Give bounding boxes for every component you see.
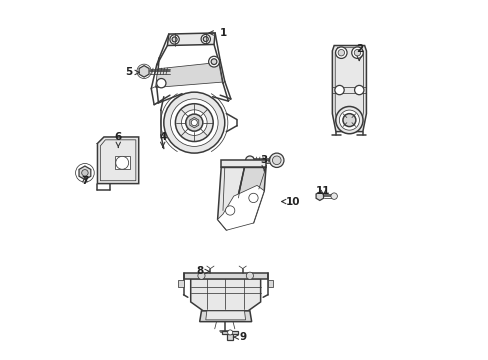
Polygon shape [227,334,233,340]
Polygon shape [189,117,199,128]
Polygon shape [237,167,265,223]
Polygon shape [115,156,129,169]
Text: 5: 5 [125,67,139,77]
Circle shape [246,272,253,279]
Circle shape [353,49,360,56]
Polygon shape [155,62,222,87]
Circle shape [272,156,281,165]
Polygon shape [217,185,264,230]
Circle shape [181,110,207,135]
Circle shape [76,163,94,182]
Text: 6: 6 [114,132,122,148]
Circle shape [81,170,88,176]
Polygon shape [97,137,139,184]
Circle shape [248,193,258,203]
Circle shape [342,114,355,127]
Polygon shape [205,311,245,320]
Circle shape [156,78,165,88]
Circle shape [351,47,363,58]
Polygon shape [315,192,323,201]
Circle shape [116,156,128,169]
Polygon shape [199,311,251,321]
Circle shape [354,85,363,95]
Polygon shape [332,45,366,132]
Text: 11: 11 [316,186,330,197]
Text: 1: 1 [208,28,226,38]
Polygon shape [178,280,183,287]
Text: 3: 3 [260,155,267,171]
Circle shape [334,85,344,95]
Circle shape [245,156,254,165]
Circle shape [175,104,213,141]
Circle shape [198,272,204,279]
Polygon shape [217,167,244,230]
Text: 9: 9 [233,332,246,342]
Polygon shape [222,330,238,334]
Text: 7: 7 [81,176,88,186]
Text: 4: 4 [159,132,166,148]
Circle shape [185,114,203,131]
Text: 2: 2 [355,44,362,60]
Circle shape [335,107,362,134]
Circle shape [169,35,179,44]
Circle shape [339,110,359,130]
Polygon shape [190,279,260,311]
Polygon shape [79,166,91,180]
Circle shape [335,47,346,58]
Circle shape [172,37,177,42]
Polygon shape [167,33,215,45]
Circle shape [337,49,344,56]
Circle shape [211,59,217,64]
Circle shape [330,193,337,199]
Circle shape [203,37,208,41]
Polygon shape [139,66,149,77]
Polygon shape [267,280,273,287]
Circle shape [269,153,284,167]
Polygon shape [183,273,267,279]
Circle shape [170,99,218,147]
Circle shape [227,330,232,335]
Circle shape [201,35,210,44]
Circle shape [208,56,219,67]
Circle shape [163,92,224,153]
Circle shape [191,120,197,126]
Polygon shape [221,160,265,167]
Text: 8: 8 [196,266,209,276]
Text: 10: 10 [281,197,300,207]
Circle shape [225,206,234,215]
